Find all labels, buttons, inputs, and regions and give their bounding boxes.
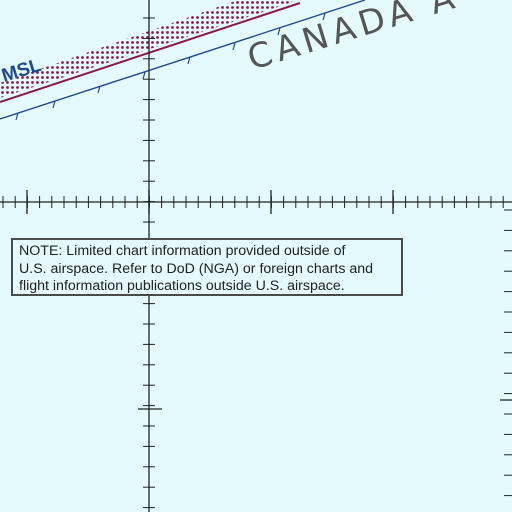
right-edge-tick-marks [504,209,512,497]
note-line-2: U.S. airspace. Refer to DoD (NGA) or for… [19,260,374,277]
horizontal-tick-marks [2,196,504,208]
airspace-boundary [0,0,366,121]
airspace-note-box: NOTE: Limited chart information provided… [11,238,403,296]
note-line-3: flight information publications outside … [19,278,345,294]
note-line-1: NOTE: Limited chart information provided… [19,243,346,259]
